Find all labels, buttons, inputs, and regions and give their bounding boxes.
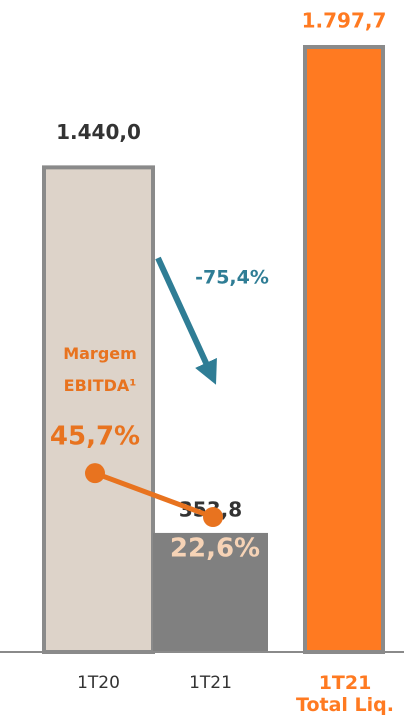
line-point bbox=[85, 463, 105, 484]
bar bbox=[303, 45, 385, 654]
line-point bbox=[203, 507, 223, 528]
annotation: -75,4% bbox=[195, 267, 269, 289]
bar bbox=[153, 532, 268, 652]
line-value-label: 45,7% bbox=[50, 422, 140, 452]
line bbox=[94, 470, 214, 520]
x-tick-label: 1T20 bbox=[77, 673, 120, 693]
value-label: 1.440,0 bbox=[56, 120, 141, 144]
x-tick-label: 1T21 Total Liq. bbox=[296, 672, 394, 716]
arrow bbox=[155, 256, 217, 385]
bar bbox=[42, 165, 155, 654]
x-tick-label: 1T21 bbox=[189, 673, 232, 693]
value-label: 1.797,7 bbox=[302, 9, 387, 33]
series-name: Margem EBITDA¹ bbox=[63, 344, 137, 395]
line-value-label: 22,6% bbox=[170, 534, 260, 564]
